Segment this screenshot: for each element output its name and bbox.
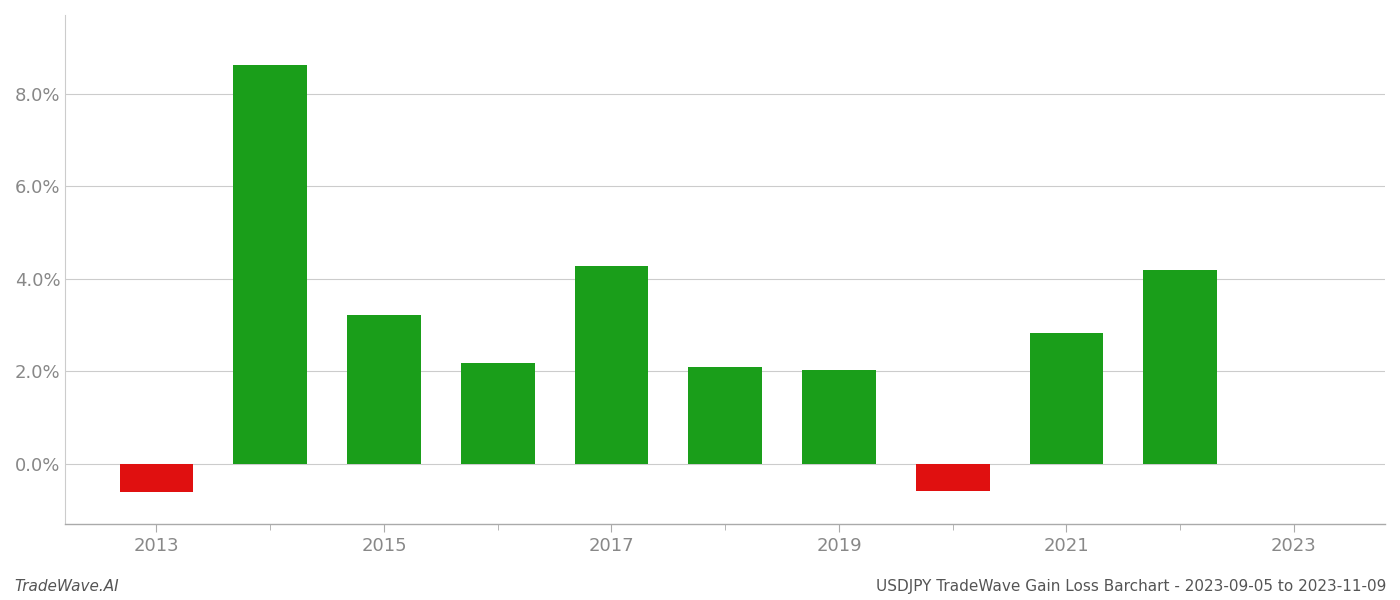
Text: TradeWave.AI: TradeWave.AI [14,579,119,594]
Bar [1144,271,1217,464]
Bar [574,266,648,464]
Bar [119,464,193,493]
Bar [916,464,990,491]
Bar [234,65,307,464]
Text: USDJPY TradeWave Gain Loss Barchart - 2023-09-05 to 2023-11-09: USDJPY TradeWave Gain Loss Barchart - 20… [875,579,1386,594]
Bar [802,370,876,464]
Bar [461,363,535,464]
Bar [347,315,421,464]
Bar [689,367,762,464]
Bar [1029,333,1103,464]
